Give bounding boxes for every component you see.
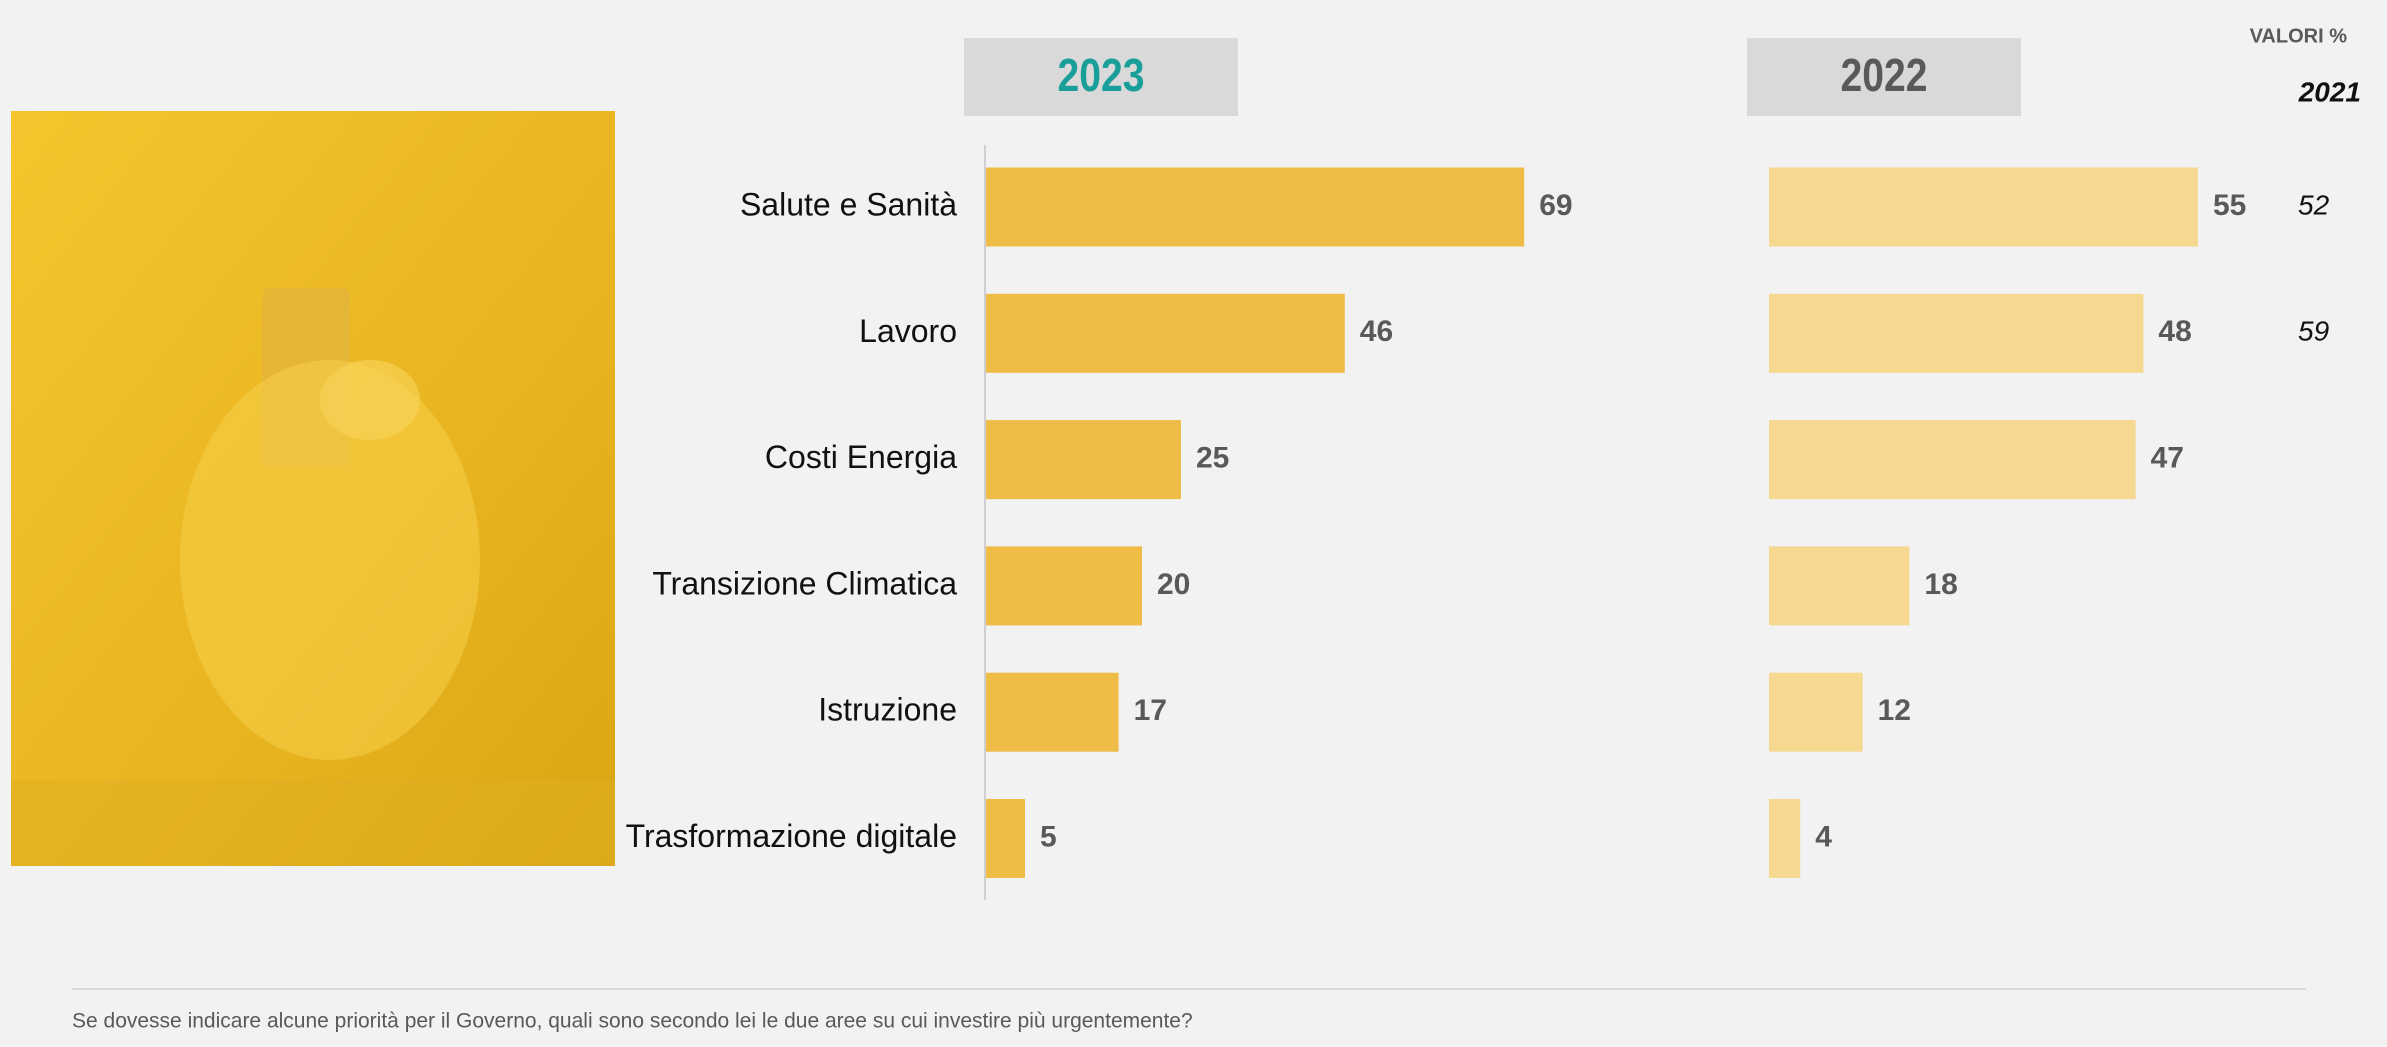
bar [986,672,1119,752]
category-label: Lavoro [859,313,957,349]
bar [1769,799,1801,878]
series-title: 2021 [2298,76,2361,107]
value-label: 17 [1134,694,1167,727]
value-label: 46 [1360,315,1393,348]
value-label: 12 [1878,694,1911,727]
bar [986,167,1525,247]
bar [986,799,1025,878]
bar [986,293,1345,373]
value-label: 25 [1196,442,1229,475]
series-title-box [964,38,1238,116]
series-title: 2023 [1058,50,1145,102]
value-label: 4 [1815,820,1832,853]
value-label: 55 [2213,189,2246,222]
value-label: 47 [2151,442,2184,475]
category-label: Istruzione [818,692,957,728]
category-label: Salute e Sanità [740,186,957,222]
bar [986,546,1142,626]
value-label: 5 [1040,820,1057,853]
value-label: 69 [1539,189,1572,222]
category-label: Transizione Climatica [652,565,957,601]
category-label: Costi Energia [765,439,957,475]
value-text: 52 [2298,189,2330,220]
series-title: 2022 [1841,50,1928,102]
bar [1769,420,2136,500]
category-label: Trasformazione digitale [626,818,957,854]
bar [986,420,1181,500]
photo [11,111,615,866]
bar [1769,293,2144,373]
footnote: Se dovesse indicare alcune priorità per … [72,1010,1193,1033]
value-label: 18 [1924,568,1957,601]
value-label: 20 [1157,568,1190,601]
bar [1769,546,1910,626]
bar [1769,167,2198,247]
series-title-box [1747,38,2021,116]
units-label: VALORI % [2250,25,2348,47]
value-text: 59 [2298,316,2329,347]
value-label: 48 [2158,315,2191,348]
bar [1769,672,1863,752]
